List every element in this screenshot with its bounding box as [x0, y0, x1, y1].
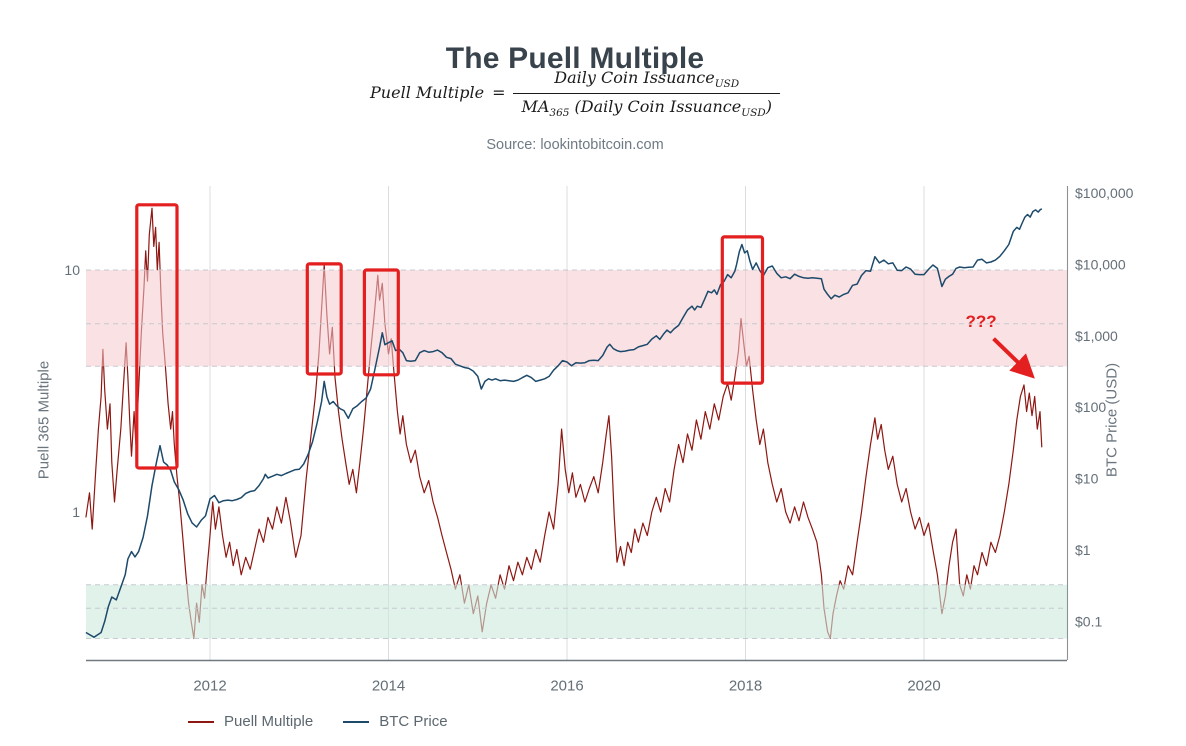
annotation-arrow [992, 337, 1035, 379]
highlight-box-1 [135, 203, 179, 470]
formula-numerator: Daily Coin IssuanceUSD [513, 68, 780, 95]
formula-denominator: MA365 (Daily Coin IssuanceUSD) [521, 97, 772, 120]
right-tick-label-$100,000: $100,000 [1075, 185, 1134, 201]
left-tick-label-10: 10 [64, 262, 80, 278]
highlight-box-3 [362, 268, 400, 377]
puell-line-swatch [188, 720, 214, 723]
x-tick-label-2020: 2020 [907, 677, 940, 694]
overvalued-band [86, 270, 1067, 367]
highlight-box-4 [720, 235, 765, 385]
left-axis-title: Puell 365 Multiple [35, 360, 53, 480]
legend-label: BTC Price [379, 713, 448, 730]
legend-item-btc-price[interactable]: BTC Price [343, 713, 448, 730]
legend-item-puell-multiple[interactable]: Puell Multiple [188, 713, 313, 730]
right-tick-label-$100: $100 [1075, 399, 1106, 415]
x-tick-label-2012: 2012 [193, 677, 226, 694]
page-title: The Puell Multiple [445, 42, 705, 76]
right-tick-label-$0.1: $0.1 [1075, 613, 1102, 629]
highlight-box-2 [305, 262, 343, 376]
formula: Puell Multiple = Daily Coin IssuanceUSD MA3… [0, 68, 1150, 119]
formula-lhs: Puell Multiple [370, 83, 485, 103]
right-tick-label-$1,000: $1,000 [1075, 328, 1118, 344]
legend-label: Puell Multiple [224, 713, 314, 730]
left-tick-label-1: 1 [72, 504, 80, 520]
x-tick-label-2018: 2018 [729, 677, 762, 694]
chart-legend: Puell Multiple BTC Price [188, 713, 448, 730]
source-attribution: Source: lookintobitcoin.com [486, 137, 664, 153]
right-tick-label-$10,000: $10,000 [1075, 256, 1126, 272]
right-tick-label-$1: $1 [1075, 542, 1091, 558]
right-axis-title: BTC Price (USD) [1103, 362, 1121, 478]
btc-line-swatch [343, 720, 370, 723]
undervalued-band [86, 584, 1067, 639]
formula-fraction: Daily Coin IssuanceUSD MA365 (Daily Coin … [513, 68, 780, 120]
formula-equals: = [492, 83, 506, 103]
x-tick-label-2014: 2014 [372, 677, 405, 694]
btc-price-line [85, 208, 1043, 638]
right-tick-label-$10: $10 [1075, 471, 1099, 487]
x-tick-label-2016: 2016 [550, 677, 583, 694]
question-marks-annotation: ??? [966, 312, 997, 331]
